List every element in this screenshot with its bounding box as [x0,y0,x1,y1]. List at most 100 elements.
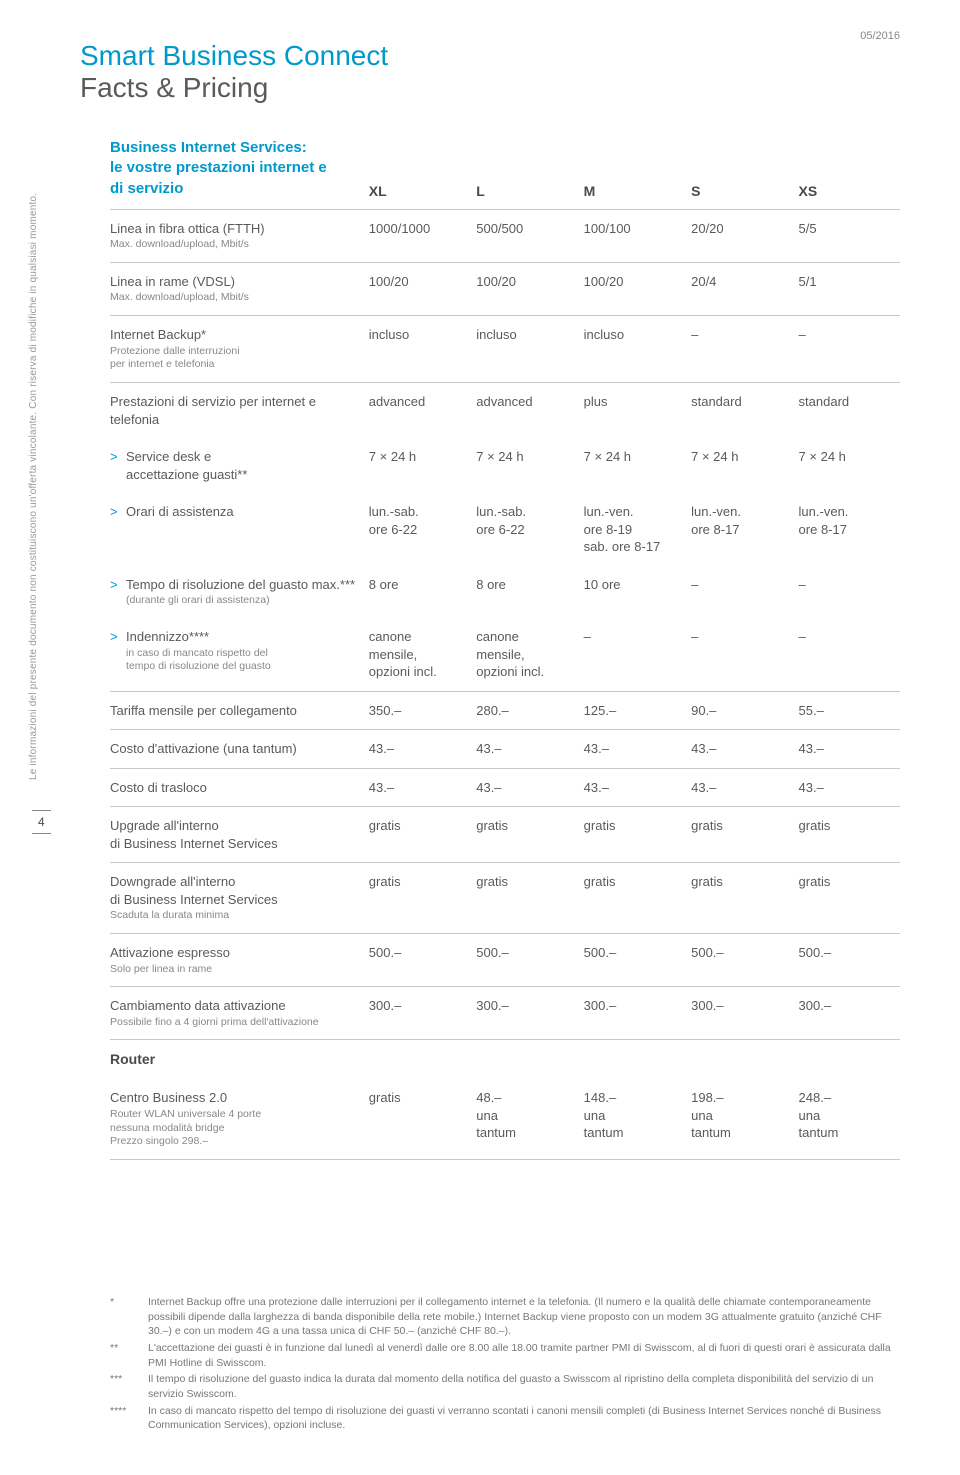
row-label: Indennizzo****in caso di mancato rispett… [110,618,363,691]
cell: 300.– [470,987,577,1040]
cell: standard [685,382,792,438]
cell: 7 × 24 h [578,438,685,493]
footnote-text: Il tempo di risoluzione del guasto indic… [148,1372,900,1401]
row-label: Upgrade all'internodi Business Internet … [110,807,363,863]
cell: 500.– [793,934,900,987]
cell: – [793,316,900,383]
cell: 90.– [685,691,792,730]
cell: 7 × 24 h [793,438,900,493]
cell: – [685,316,792,383]
cell: 500.– [363,934,470,987]
row-label: Cambiamento data attivazionePossibile fi… [110,987,363,1040]
cell: 10 ore [578,566,685,618]
footnote-mark: **** [110,1404,148,1433]
cell: 43.– [363,730,470,769]
section-header-l2: le vostre prestazioni internet e [110,159,327,176]
cell: 48.–unatantum [470,1079,577,1159]
cell: lun.-sab.ore 6-22 [470,493,577,566]
footnote-text: In caso di mancato rispetto del tempo di… [148,1404,900,1433]
cell: 55.– [793,691,900,730]
pricing-table: Business Internet Services: le vostre pr… [110,134,900,1160]
cell: 20/4 [685,262,792,315]
cell: 198.–unatantum [685,1079,792,1159]
cell: 148.–unatantum [578,1079,685,1159]
cell: 1000/1000 [363,209,470,262]
footnote-mark: *** [110,1372,148,1401]
cell: incluso [578,316,685,383]
cell: 43.– [793,768,900,807]
cell: lun.-ven.ore 8-19sab. ore 8-17 [578,493,685,566]
cell: advanced [470,382,577,438]
cell: gratis [793,863,900,934]
cell: canonemensile,opzioni incl. [470,618,577,691]
row-label: Linea in rame (VDSL)Max. download/upload… [110,262,363,315]
cell: 100/100 [578,209,685,262]
cell: gratis [578,807,685,863]
cell: 280.– [470,691,577,730]
cell: 100/20 [578,262,685,315]
cell: gratis [363,863,470,934]
cell: 100/20 [470,262,577,315]
cell: standard [793,382,900,438]
cell: 100/20 [363,262,470,315]
cell: 300.– [793,987,900,1040]
row-label: Attivazione espressoSolo per linea in ra… [110,934,363,987]
cell: gratis [363,1079,470,1159]
title-line2: Facts & Pricing [80,72,900,104]
row-label: Prestazioni di servizio per internet e t… [110,382,363,438]
cell: 7 × 24 h [470,438,577,493]
row-label: Downgrade all'internodi Business Interne… [110,863,363,934]
cell: 7 × 24 h [685,438,792,493]
cell: – [793,618,900,691]
cell: 300.– [363,987,470,1040]
cell: 248.–unatantum [793,1079,900,1159]
cell: 43.– [470,768,577,807]
cell: 500/500 [470,209,577,262]
cell: 43.– [685,768,792,807]
cell: – [578,618,685,691]
footnote-mark: * [110,1295,148,1339]
cell: lun.-ven.ore 8-17 [685,493,792,566]
cell: 500.– [578,934,685,987]
cell: canonemensile,opzioni incl. [363,618,470,691]
row-label: Costo d'attivazione (una tantum) [110,730,363,769]
sidebar-disclaimer: Le informazioni del presente documento n… [28,193,39,780]
cell: 300.– [578,987,685,1040]
row-label: Service desk eaccettazione guasti** [110,438,363,493]
cell: – [685,618,792,691]
row-label: Tariffa mensile per collegamento [110,691,363,730]
cell: lun.-sab.ore 6-22 [363,493,470,566]
cell: gratis [578,863,685,934]
row-label: Costo di trasloco [110,768,363,807]
row-label: Tempo di risoluzione del guasto max.***(… [110,566,363,618]
col-xs: XS [793,134,900,209]
cell: 43.– [363,768,470,807]
row-label: Internet Backup*Protezione dalle interru… [110,316,363,383]
footnote-text: L'accettazione dei guasti è in funzione … [148,1341,900,1370]
cell: incluso [363,316,470,383]
cell: gratis [793,807,900,863]
cell: 5/5 [793,209,900,262]
cell: 5/1 [793,262,900,315]
row-label: Centro Business 2.0Router WLAN universal… [110,1079,363,1159]
cell: gratis [685,863,792,934]
footnotes: *Internet Backup offre una protezione da… [110,1295,900,1435]
cell: gratis [363,807,470,863]
row-label: Orari di assistenza [110,493,363,566]
cell: 500.– [470,934,577,987]
router-section-title: Router [110,1040,900,1079]
row-label: Linea in fibra ottica (FTTH)Max. downloa… [110,209,363,262]
cell: 125.– [578,691,685,730]
cell: lun.-ven.ore 8-17 [793,493,900,566]
cell: gratis [470,863,577,934]
cell: gratis [470,807,577,863]
main-title: Smart Business Connect Facts & Pricing [80,40,900,104]
col-xl: XL [363,134,470,209]
cell: plus [578,382,685,438]
cell: gratis [685,807,792,863]
cell: 350.– [363,691,470,730]
cell: 8 ore [363,566,470,618]
date-label: 05/2016 [860,30,900,42]
cell: 20/20 [685,209,792,262]
footnote-mark: ** [110,1341,148,1370]
